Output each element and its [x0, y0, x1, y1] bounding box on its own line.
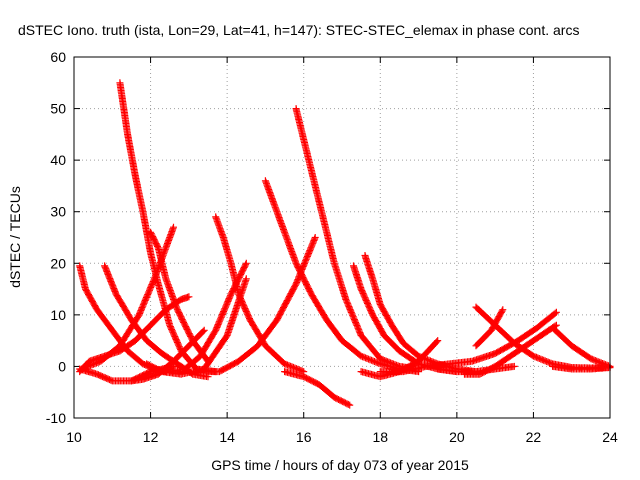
x-tick-label: 18 — [372, 429, 388, 445]
data-marks — [76, 79, 614, 409]
data-point — [433, 338, 441, 346]
y-axis-label: dSTEC / TECUs — [7, 186, 23, 288]
data-point — [434, 337, 442, 345]
series-9 — [147, 228, 212, 365]
data-point — [199, 327, 207, 335]
series-10 — [166, 259, 250, 376]
x-tick-label: 12 — [143, 429, 159, 445]
y-tick-label: 10 — [50, 307, 66, 323]
series-16 — [350, 262, 461, 376]
data-point — [499, 306, 507, 314]
axis-ticks: 10 12 14 16 18 20 22 24 -10 0 10 20 30 40 50 60 — [46, 49, 618, 445]
y-tick-label: 0 — [58, 358, 66, 374]
data-point — [551, 309, 559, 317]
series-24 — [549, 324, 614, 370]
x-tick-label: 14 — [219, 429, 235, 445]
x-axis-label: GPS time / hours of day 073 of year 2015 — [211, 457, 469, 473]
data-point — [242, 259, 250, 267]
y-tick-label: 50 — [50, 101, 66, 117]
data-point — [242, 261, 250, 269]
data-point — [200, 326, 208, 334]
x-tick-label: 20 — [449, 429, 465, 445]
data-point — [185, 293, 193, 301]
series-19 — [376, 308, 560, 376]
data-point — [204, 357, 212, 365]
plot-frame — [73, 56, 611, 419]
x-tick-label: 16 — [296, 429, 312, 445]
data-point — [552, 308, 560, 316]
x-tick-label: 24 — [602, 429, 618, 445]
x-tick-label: 22 — [526, 429, 542, 445]
data-point — [498, 307, 506, 315]
y-tick-label: 20 — [50, 255, 66, 271]
series-11 — [212, 213, 308, 376]
series-15 — [281, 368, 354, 409]
series-2 — [76, 262, 170, 376]
data-point — [203, 356, 211, 364]
series-7 — [127, 326, 208, 385]
data-point — [154, 242, 161, 250]
series-8 — [143, 275, 250, 378]
y-tick-label: 60 — [50, 49, 66, 65]
data-point — [311, 234, 319, 241]
data-point — [242, 275, 250, 283]
x-tick-label: 10 — [66, 429, 82, 445]
data-point — [346, 401, 354, 409]
y-tick-label: 30 — [50, 204, 66, 220]
y-tick-label: 40 — [50, 152, 66, 168]
series-22 — [461, 321, 560, 378]
data-point — [344, 400, 352, 408]
y-tick-label: -10 — [46, 410, 66, 426]
series-23 — [472, 306, 507, 350]
data-point — [170, 223, 177, 231]
data-point — [510, 362, 518, 370]
grid-lines — [74, 57, 610, 418]
series-12 — [196, 234, 319, 376]
chart-title: dSTEC Iono. truth (ista, Lon=29, Lat=41,… — [18, 22, 579, 38]
